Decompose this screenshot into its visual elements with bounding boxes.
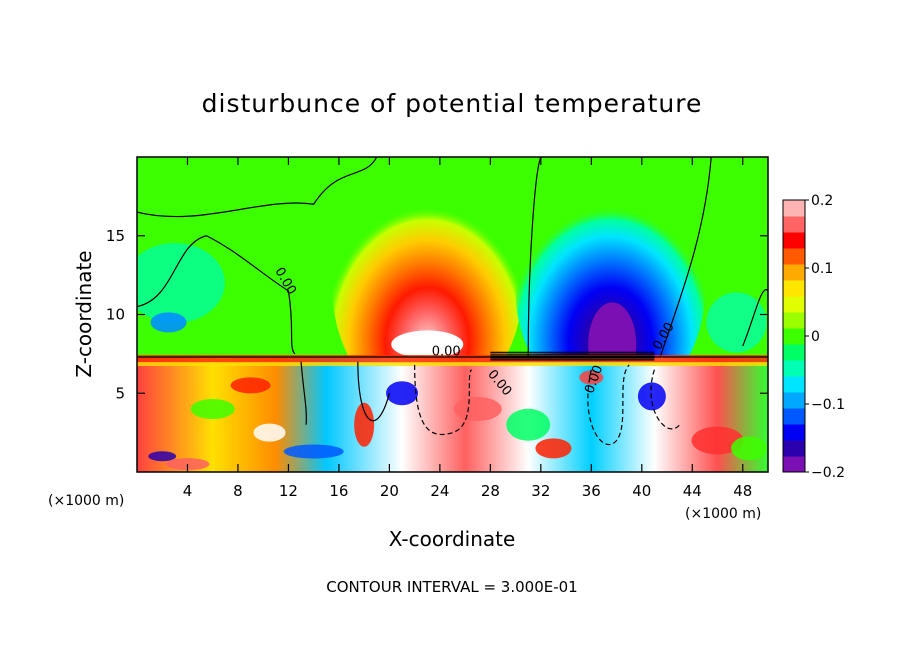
x-axis-unit-right: (×1000 m) [685, 506, 761, 522]
x-tick-label: 48 [733, 482, 752, 500]
field-blob [691, 426, 744, 455]
y-axis: 5 10 15 [106, 227, 768, 402]
x-tick-label: 44 [683, 482, 702, 500]
x-tick-label: 28 [481, 482, 500, 500]
zero-contour [137, 235, 296, 355]
contour-interval-note: CONTOUR INTERVAL = 3.000E-01 [326, 578, 577, 596]
field-blob [637, 382, 666, 411]
warm-core [391, 330, 464, 359]
colorbar-swatch [783, 312, 805, 329]
x-tick-label: 12 [279, 482, 298, 500]
colorbar-swatch [783, 216, 805, 233]
colorbar-swatch [783, 344, 805, 361]
field-blob [190, 399, 235, 419]
field-blob [148, 451, 177, 462]
negative-contour [587, 364, 630, 446]
x-axis: 4 8 12 16 20 24 28 32 36 40 44 48 [183, 157, 752, 500]
field-blob [535, 438, 572, 459]
colorbar-swatch [783, 296, 805, 313]
x-tick-label: 20 [380, 482, 399, 500]
colorbar-swatch [783, 376, 805, 393]
colorbar-swatch [783, 408, 805, 425]
x-tick-label: 8 [233, 482, 243, 500]
chart-title: disturbunce of potential temperature [202, 89, 703, 118]
colorbar-swatch [783, 424, 805, 441]
zero-contour [527, 157, 542, 356]
field-blob [283, 444, 344, 459]
negative-contour [650, 369, 681, 430]
x-axis-unit-left: (×1000 m) [48, 493, 124, 509]
colorbar-swatch [783, 440, 805, 457]
field-blob [230, 377, 271, 394]
x-tick-label: 24 [430, 482, 449, 500]
colorbar-swatch [783, 392, 805, 409]
zero-contour [660, 157, 712, 356]
colorbar: 0.2 0.1 0 −0.1 −0.2 [782, 193, 845, 481]
colorbar-swatch [783, 200, 805, 217]
field-patch [150, 312, 187, 333]
zero-contour [742, 289, 768, 347]
y-tick-label: 5 [115, 384, 125, 402]
x-tick-label: 32 [531, 482, 550, 500]
field-blob [253, 423, 286, 442]
colorbar-swatch [783, 328, 805, 345]
zero-contour [137, 157, 378, 218]
field-blob [354, 402, 375, 447]
field-layer [137, 164, 768, 472]
inversion-band [137, 362, 768, 367]
contour-label: 0.00 [432, 344, 461, 359]
field-blob [579, 370, 604, 385]
field-patch [137, 243, 225, 323]
field-blob [386, 381, 419, 406]
field-blob [731, 436, 768, 461]
y-tick-label: 10 [106, 306, 125, 324]
colorbar-swatch [783, 248, 805, 265]
lower-layer [137, 357, 768, 472]
colorbar-tick-label: −0.1 [811, 397, 845, 413]
colorbar-tick-label: 0.1 [811, 261, 833, 277]
cold-plume [515, 164, 706, 411]
inversion-band [137, 355, 768, 364]
colorbar-tick-label: 0.2 [811, 193, 833, 209]
warm-plume [332, 164, 523, 411]
colorbar-tick-label: 0 [811, 329, 820, 345]
field-blob [506, 408, 551, 441]
y-axis-label: Z-coordinate [72, 250, 96, 377]
colorbar-swatch [783, 360, 805, 377]
colorbar-tick-label: −0.2 [811, 465, 845, 481]
plot-area: 0.000.000.00 0.000.00 [137, 157, 768, 472]
x-tick-label: 40 [632, 482, 651, 500]
x-axis-label: X-coordinate [389, 527, 516, 551]
zero-contour [357, 361, 390, 422]
colorbar-swatch [783, 280, 805, 297]
colorbar-swatch [783, 264, 805, 281]
colorbar-swatch [783, 232, 805, 249]
y-tick-label: 15 [106, 227, 125, 245]
negative-contour [414, 364, 472, 436]
zero-contour [300, 361, 307, 425]
field-patch [706, 292, 767, 353]
x-tick-label: 36 [582, 482, 601, 500]
x-tick-label: 16 [329, 482, 348, 500]
field-blob [453, 397, 502, 421]
colorbar-swatch [783, 456, 805, 473]
x-tick-label: 4 [183, 482, 193, 500]
